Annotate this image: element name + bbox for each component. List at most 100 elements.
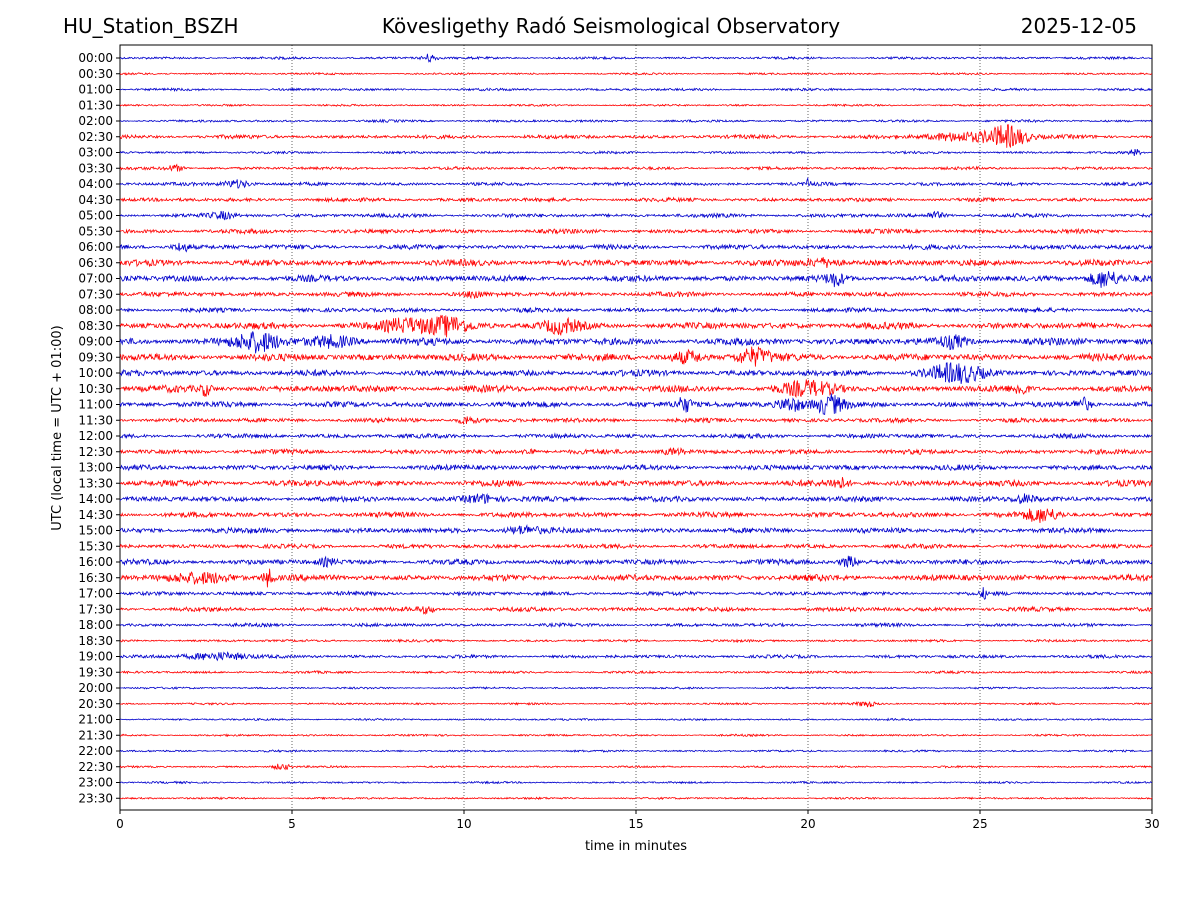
trace-0630 xyxy=(119,257,1153,269)
y-tick-label-0800: 08:00 xyxy=(78,303,113,317)
trace-1700 xyxy=(119,587,1153,600)
chart-title: Kövesligethy Radó Seismological Observat… xyxy=(381,14,841,38)
trace-0030 xyxy=(119,71,1153,76)
trace-0330 xyxy=(119,163,1153,172)
trace-2000 xyxy=(119,686,1153,690)
y-tick-label-0100: 01:00 xyxy=(78,83,113,97)
trace-0700 xyxy=(119,271,1153,288)
y-tick-label-1930: 19:30 xyxy=(78,665,113,679)
trace-1430 xyxy=(119,508,1153,524)
y-tick-label-2300: 23:00 xyxy=(78,776,113,790)
x-tick-label-15: 15 xyxy=(628,817,643,831)
y-axis-label: UTC (local time = UTC + 01:00) xyxy=(50,325,65,530)
y-tick-label-1100: 11:00 xyxy=(78,398,113,412)
trace-2030 xyxy=(119,700,1153,708)
trace-0830 xyxy=(119,314,1153,338)
y-tick-label-1400: 14:00 xyxy=(78,492,113,506)
y-tick-label-0630: 06:30 xyxy=(78,256,113,270)
trace-1300 xyxy=(119,463,1153,472)
y-tick-label-1330: 13:30 xyxy=(78,476,113,490)
y-tick-label-2030: 20:30 xyxy=(78,697,113,711)
y-tick-label-1130: 11:30 xyxy=(78,413,113,427)
x-tick-label-0: 0 xyxy=(116,817,124,831)
trace-1800 xyxy=(119,621,1153,629)
trace-0400 xyxy=(119,176,1153,189)
y-tick-label-1230: 12:30 xyxy=(78,445,113,459)
trace-0930 xyxy=(119,345,1153,367)
y-tick-label-0700: 07:00 xyxy=(78,272,113,286)
y-tick-label-2130: 21:30 xyxy=(78,728,113,742)
y-tick-label-0300: 03:00 xyxy=(78,146,113,160)
y-tick-label-1500: 15:00 xyxy=(78,524,113,538)
y-tick-label-1530: 15:30 xyxy=(78,539,113,553)
x-tick-label-30: 30 xyxy=(1144,817,1159,831)
y-tick-label-1800: 18:00 xyxy=(78,618,113,632)
station-code: HU_Station_BSZH xyxy=(63,14,239,38)
y-tick-label-0530: 05:30 xyxy=(78,224,113,238)
trace-0500 xyxy=(119,210,1153,221)
trace-1330 xyxy=(119,477,1153,489)
y-tick-label-0400: 04:00 xyxy=(78,177,113,191)
trace-0100 xyxy=(120,87,1153,93)
trace-2100 xyxy=(119,717,1153,722)
y-tick-label-2230: 22:30 xyxy=(78,760,113,774)
trace-0230 xyxy=(119,124,1153,148)
x-axis-label: time in minutes xyxy=(585,839,687,854)
trace-1930 xyxy=(119,669,1153,675)
trace-1130 xyxy=(119,415,1153,426)
y-tick-label-0830: 08:30 xyxy=(78,319,113,333)
trace-0430 xyxy=(119,196,1153,204)
trace-1630 xyxy=(120,568,1153,588)
trace-1200 xyxy=(119,432,1153,440)
y-tick-label-0430: 04:30 xyxy=(78,193,113,207)
x-tick-label-25: 25 xyxy=(972,817,987,831)
trace-2300 xyxy=(119,780,1152,785)
y-tick-label-0130: 01:30 xyxy=(78,98,113,112)
y-tick-label-1630: 16:30 xyxy=(78,571,113,585)
y-tick-label-0330: 03:30 xyxy=(78,161,113,175)
y-tick-label-0000: 00:00 xyxy=(78,51,113,65)
y-tick-label-0900: 09:00 xyxy=(78,335,113,349)
y-tick-label-1030: 10:30 xyxy=(78,382,113,396)
trace-1030 xyxy=(119,379,1153,399)
y-tick-label-0930: 09:30 xyxy=(78,350,113,364)
y-tick-label-0230: 02:30 xyxy=(78,130,113,144)
trace-1730 xyxy=(119,605,1153,616)
trace-2230 xyxy=(119,763,1152,771)
y-tick-label-1200: 12:00 xyxy=(78,429,113,443)
trace-0730 xyxy=(119,290,1153,300)
trace-0600 xyxy=(119,242,1153,253)
y-tick-label-1700: 17:00 xyxy=(78,587,113,601)
trace-0530 xyxy=(119,227,1153,235)
trace-0900 xyxy=(119,331,1153,354)
trace-0000 xyxy=(119,53,1152,63)
x-tick-label-20: 20 xyxy=(800,817,815,831)
y-tick-label-2000: 20:00 xyxy=(78,681,113,695)
trace-1100 xyxy=(119,393,1153,416)
x-tick-label-10: 10 xyxy=(456,817,471,831)
y-tick-label-1900: 19:00 xyxy=(78,650,113,664)
trace-1600 xyxy=(119,555,1153,569)
y-tick-label-2330: 23:30 xyxy=(78,791,113,805)
y-tick-label-1300: 13:00 xyxy=(78,461,113,475)
y-tick-label-1600: 16:00 xyxy=(78,555,113,569)
y-tick-label-1730: 17:30 xyxy=(78,602,113,616)
trace-1900 xyxy=(119,651,1153,662)
trace-1000 xyxy=(119,362,1153,384)
trace-0300 xyxy=(119,149,1153,156)
grid-lines xyxy=(291,45,981,810)
y-tick-label-2200: 22:00 xyxy=(78,744,113,758)
trace-2130 xyxy=(119,733,1153,738)
y-tick-label-0500: 05:00 xyxy=(78,209,113,223)
x-tick-label-5: 5 xyxy=(288,817,296,831)
y-tick-label-0730: 07:30 xyxy=(78,287,113,301)
trace-2330 xyxy=(119,796,1153,801)
trace-2200 xyxy=(119,749,1153,753)
trace-0130 xyxy=(119,103,1153,108)
y-tick-label-0030: 00:30 xyxy=(78,67,113,81)
y-tick-label-1000: 10:00 xyxy=(78,366,113,380)
y-tick-label-1830: 18:30 xyxy=(78,634,113,648)
trace-1830 xyxy=(119,638,1153,644)
